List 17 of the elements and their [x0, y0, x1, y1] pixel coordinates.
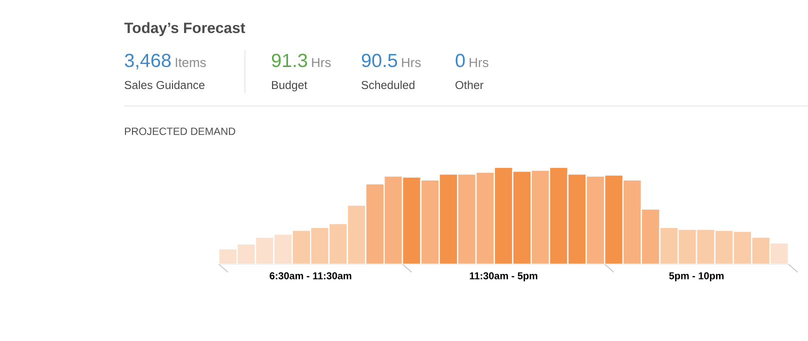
text: 3,468 — [124, 54, 171, 70]
text: 0 — [456, 54, 465, 68]
text: 91.3 — [272, 54, 308, 68]
text: 90.5 — [362, 54, 398, 68]
text: Today’s Forecast — [124, 22, 246, 36]
chart-title: PROJECTED DEMAND — [125, 128, 236, 136]
text: 6:30am - 11:30am — [270, 272, 352, 280]
text: Budget — [272, 80, 308, 92]
text: 11:30am - 5pm — [470, 272, 538, 282]
text: Hrs — [312, 58, 331, 68]
text: Scheduled — [362, 80, 414, 90]
text: Sales Guidance — [124, 80, 204, 90]
text: Items — [176, 58, 206, 68]
text: 5pm - 10pm — [669, 272, 724, 282]
text: Other — [456, 80, 484, 90]
text: Hrs — [402, 58, 421, 68]
text: Hrs — [470, 58, 488, 68]
